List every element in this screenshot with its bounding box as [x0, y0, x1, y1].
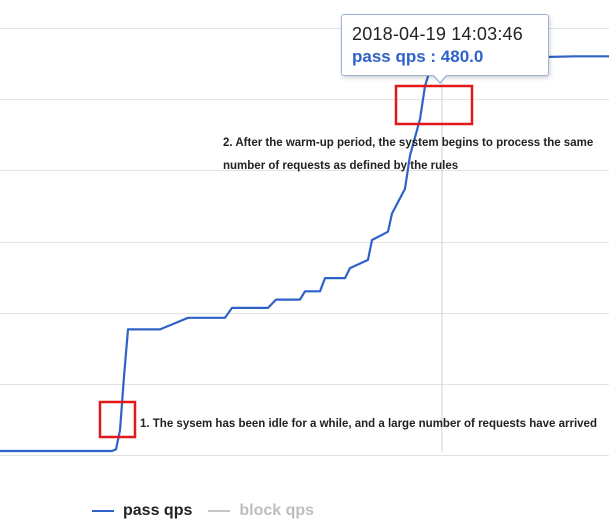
tooltip-value: pass qps : 480.0: [352, 47, 484, 66]
legend-swatch-block-qps: [208, 510, 231, 512]
annotation-warmup-complete: 2. After the warm-up period, the system …: [223, 137, 594, 172]
hover-tooltip: 2018-04-19 14:03:46 pass qps : 480.0: [341, 14, 549, 84]
legend: pass qps block qps: [92, 502, 330, 520]
legend-item-block-qps[interactable]: block qps: [208, 502, 314, 520]
legend-label-pass-qps: pass qps: [123, 502, 193, 519]
highlight-box-warmup-complete: [394, 84, 474, 126]
highlight-box-request-burst: [98, 400, 137, 439]
series-layer: [0, 55, 609, 453]
series-line-pass-qps: [0, 55, 609, 453]
gridlines: [0, 28, 609, 456]
annotation-idle-burst: 1. The sysem has been idle for a while, …: [140, 418, 597, 430]
legend-label-block-qps: block qps: [239, 502, 315, 519]
tooltip-caret-inner: [433, 74, 447, 82]
legend-item-pass-qps[interactable]: pass qps: [92, 502, 192, 520]
legend-swatch-pass-qps: [92, 510, 114, 512]
tooltip-time: 2018-04-19 14:03:46: [352, 24, 523, 44]
